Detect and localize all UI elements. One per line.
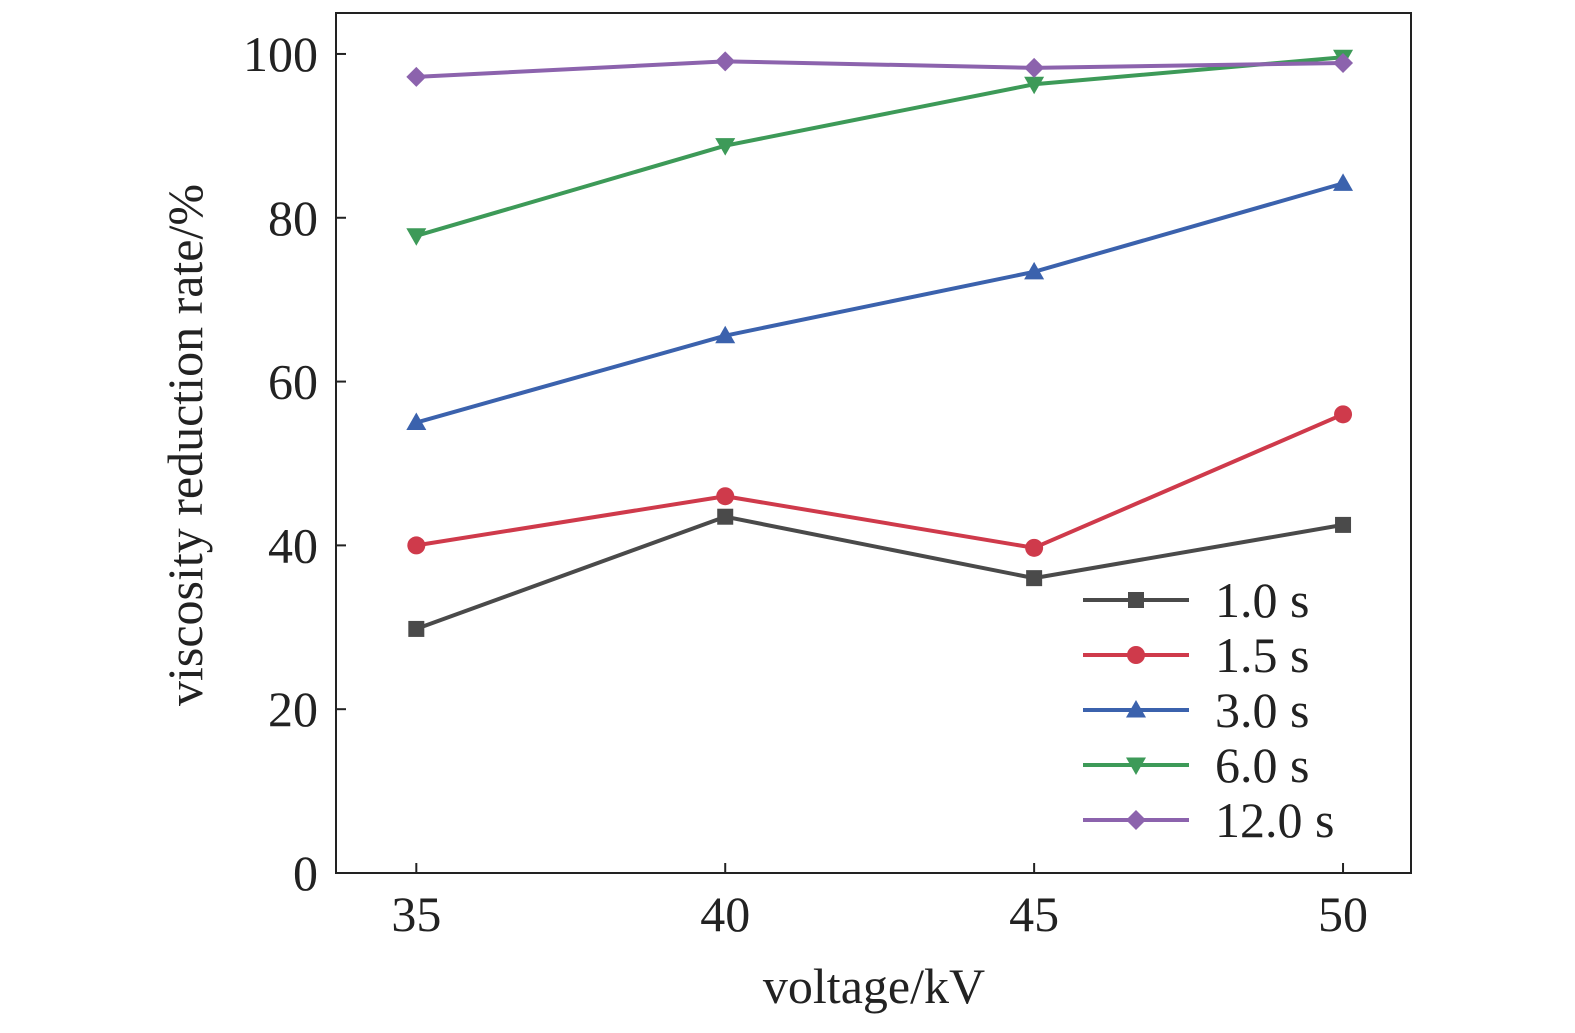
data-point-1-0-s-45: [1026, 570, 1043, 587]
legend-label-1-0-s: 1.0 s: [1215, 572, 1309, 628]
data-point-1-0-s-35: [408, 620, 425, 637]
legend-label-6-0-s: 6.0 s: [1215, 737, 1309, 793]
x-tick-label-35: 35: [391, 886, 441, 942]
data-point-6-0-s-45: [1024, 76, 1045, 95]
y-axis-title: viscosity reduction rate/%: [157, 184, 213, 706]
x-tick-label-50: 50: [1318, 886, 1368, 942]
data-point-12-0-s-40: [715, 51, 736, 72]
legend-label-12-0-s: 12.0 s: [1215, 792, 1334, 848]
data-point-1-5-s-50: [1334, 405, 1353, 424]
data-point-1-0-s-40: [717, 508, 734, 525]
legend-label-3-0-s: 3.0 s: [1215, 682, 1309, 738]
series-line-6-0-s: [415, 55, 1344, 238]
data-point-6-0-s-40: [715, 138, 736, 156]
data-point-12-0-s-50: [1333, 52, 1354, 73]
data-point-6-0-s-35: [406, 228, 427, 246]
data-point-1-5-s-40: [716, 487, 735, 506]
data-point-12-0-s-45: [1024, 57, 1045, 78]
series-line-3-0-s: [415, 181, 1344, 425]
legend-marker-1-0-s: [1128, 592, 1144, 608]
y-tick-label-100: 100: [243, 26, 318, 82]
data-point-1-5-s-45: [1025, 538, 1044, 557]
data-point-3-0-s-40: [715, 325, 736, 344]
legend-label-1-5-s: 1.5 s: [1215, 627, 1309, 683]
plot-area: 0 20 40 60 80 100 35 40 45 50 1.0 s1.5 s3.0 s6.0 s…: [243, 12, 1412, 942]
legend-marker-1-5-s: [1127, 646, 1145, 664]
x-tick-label-45: 45: [1009, 886, 1059, 942]
series-line-12-0-s: [416, 59, 1344, 79]
series-line-1-0-s: [415, 514, 1344, 631]
data-point-12-0-s-35: [406, 66, 427, 87]
y-tick-label-80: 80: [268, 190, 318, 246]
data-point-3-0-s-45: [1024, 261, 1045, 280]
y-tick-label-40: 40: [268, 517, 318, 573]
legend-marker-12-0-s: [1126, 810, 1146, 830]
data-point-3-0-s-50: [1333, 173, 1354, 191]
y-tick-label-60: 60: [268, 354, 318, 410]
x-axis-title: voltage/kV: [763, 958, 985, 1014]
series-line-1-5-s: [416, 412, 1344, 550]
x-tick-label-40: 40: [700, 886, 750, 942]
legend-marker-6-0-s: [1126, 757, 1146, 775]
data-point-1-5-s-35: [407, 536, 426, 555]
data-point-3-0-s-35: [406, 412, 427, 431]
data-point-1-0-s-50: [1335, 516, 1352, 533]
legend-marker-3-0-s: [1126, 700, 1146, 718]
y-tick-label-20: 20: [268, 681, 318, 737]
y-tick-label-0: 0: [293, 845, 318, 901]
plot-frame: [335, 12, 1412, 874]
